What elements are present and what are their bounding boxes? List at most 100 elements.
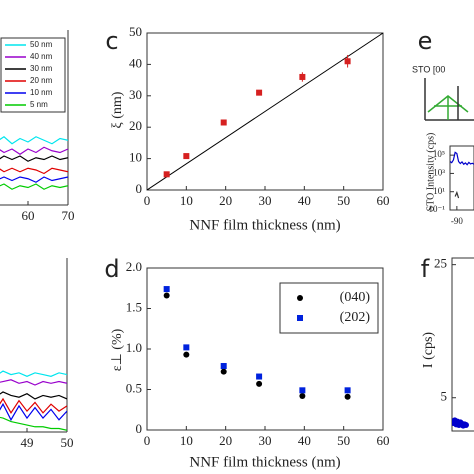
y-tick-label: 10¹ bbox=[433, 186, 445, 196]
plot-area bbox=[0, 370, 67, 431]
legend-label: 20 nm bbox=[30, 76, 53, 85]
marker bbox=[163, 292, 170, 299]
marker bbox=[463, 422, 469, 429]
panel: -90 10⁻¹ 10¹ 10³ 10⁵ e STO Intensity (cps) STO … bbox=[412, 27, 474, 226]
data-line bbox=[0, 416, 67, 431]
x-tick-label: 0 bbox=[144, 193, 151, 208]
legend-label: 40 nm bbox=[30, 52, 53, 61]
panel-letter: f bbox=[421, 255, 430, 283]
y-tick-label: 20 bbox=[129, 118, 142, 133]
inset-title: STO [00 bbox=[412, 64, 445, 74]
y-axis-title: ε⊥ (%) bbox=[110, 328, 125, 371]
x-tick-label: 60 bbox=[22, 208, 35, 223]
panel: 5 25 f I (cps) bbox=[421, 255, 474, 432]
data-line bbox=[0, 379, 67, 386]
fit-line bbox=[147, 33, 383, 190]
data-line bbox=[454, 190, 460, 199]
data-line bbox=[0, 402, 67, 422]
y-tick-label: 10³ bbox=[433, 167, 445, 177]
marker bbox=[344, 393, 351, 400]
data-line bbox=[0, 176, 68, 183]
data-line bbox=[0, 397, 67, 415]
x-tick-label: 20 bbox=[219, 193, 232, 208]
x-axis-title: NNF film thickness (nm) bbox=[189, 454, 340, 470]
x-tick-label: 50 bbox=[337, 433, 350, 448]
plot-area bbox=[452, 417, 469, 429]
marker bbox=[183, 351, 190, 358]
x-tick-label: 10 bbox=[180, 193, 193, 208]
panel: 0 10 20 30 40 50 60 0 10 20 30 40 50 c NNF film thickn… bbox=[105, 24, 389, 233]
y-tick-label: 10 bbox=[129, 150, 142, 165]
x-tick-label: 60 bbox=[377, 433, 390, 448]
y-tick-label: 1.5 bbox=[126, 299, 142, 314]
legend-box bbox=[0, 37, 66, 113]
data-line bbox=[0, 167, 68, 175]
marker bbox=[163, 286, 170, 293]
legend-marker bbox=[297, 295, 303, 301]
y-tick-label: 10⁵ bbox=[433, 149, 445, 159]
marker bbox=[183, 344, 190, 351]
marker bbox=[220, 119, 227, 126]
x-tick-label: 40 bbox=[298, 433, 311, 448]
data-line bbox=[0, 370, 67, 377]
data-line bbox=[0, 183, 68, 190]
y-tick-label: 0 bbox=[136, 181, 143, 196]
y-tick-label: 40 bbox=[129, 55, 142, 70]
y-axis-title: STO Intensity (cps) bbox=[425, 133, 436, 212]
plot-area bbox=[450, 151, 474, 199]
plot-area bbox=[163, 286, 351, 400]
data-line bbox=[450, 151, 474, 166]
marker bbox=[220, 363, 227, 370]
data-line bbox=[0, 146, 68, 155]
y-tick-label: 0 bbox=[136, 421, 143, 436]
y-tick-label: 1.0 bbox=[126, 340, 142, 355]
x-tick-label: 30 bbox=[259, 193, 272, 208]
panel: 60 70 50 nm 40 nm 30 nm 20 nm 10 nm 5 nm bbox=[0, 30, 75, 223]
x-tick-label: 40 bbox=[298, 193, 311, 208]
panel: 49 50 bbox=[0, 258, 74, 450]
plot-frame bbox=[451, 257, 474, 432]
marker bbox=[256, 89, 263, 96]
y-tick-label: 0.5 bbox=[126, 380, 142, 395]
legend-marker bbox=[297, 315, 303, 321]
x-tick-label: 10 bbox=[180, 433, 193, 448]
plot-area bbox=[147, 33, 383, 190]
legend-label: 10 nm bbox=[30, 88, 53, 97]
legend-label: 50 nm bbox=[30, 40, 53, 49]
legend-label: 5 nm bbox=[30, 100, 48, 109]
marker bbox=[163, 171, 170, 178]
plot-area bbox=[0, 135, 68, 190]
plot-frame bbox=[449, 145, 474, 211]
panel: 0 10 20 30 40 50 60 0 0.5 1.0 1.5 2.0 d NNF film thic… bbox=[104, 255, 389, 470]
x-tick-label: 50 bbox=[61, 435, 74, 450]
schematic bbox=[424, 78, 474, 121]
y-axis-title: ξ (nm) bbox=[110, 91, 125, 128]
panel-letter: e bbox=[418, 27, 433, 55]
x-tick-label: 0 bbox=[144, 433, 151, 448]
y-tick-label: 25 bbox=[434, 256, 447, 271]
marker bbox=[299, 73, 306, 80]
y-tick-label: 2.0 bbox=[126, 259, 142, 274]
marker bbox=[256, 380, 263, 387]
marker bbox=[183, 153, 190, 160]
marker bbox=[344, 387, 351, 394]
marker bbox=[299, 387, 306, 394]
legend-label: 30 nm bbox=[30, 64, 53, 73]
data-line bbox=[0, 135, 68, 145]
x-tick-label: -90 bbox=[451, 216, 463, 226]
y-tick-label: 30 bbox=[129, 87, 142, 102]
legend-label: (040) bbox=[340, 290, 371, 305]
x-tick-label: 70 bbox=[62, 208, 75, 223]
legend-box bbox=[279, 282, 379, 334]
marker bbox=[299, 392, 306, 399]
y-axis-title: I (cps) bbox=[421, 332, 436, 368]
y-tick-label: 10⁻¹ bbox=[429, 204, 446, 214]
panel-letter: c bbox=[105, 27, 118, 55]
marker bbox=[344, 58, 351, 65]
y-tick-label: 5 bbox=[441, 389, 448, 404]
data-line bbox=[0, 391, 67, 400]
x-tick-label: 20 bbox=[219, 433, 232, 448]
legend-label: (202) bbox=[340, 310, 371, 325]
x-axis-title: NNF film thickness (nm) bbox=[189, 217, 340, 233]
